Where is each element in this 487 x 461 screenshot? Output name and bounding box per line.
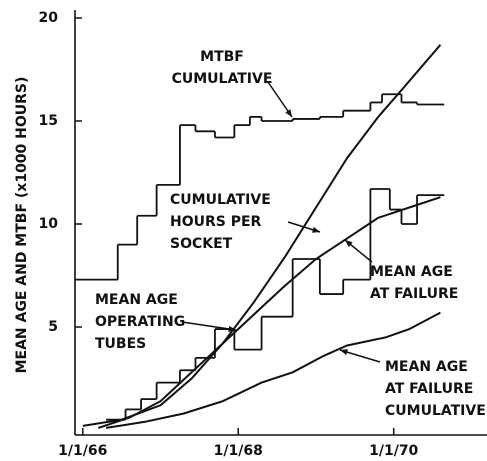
series-label: MEAN AGE bbox=[385, 359, 468, 375]
series-label: CUMULATIVE bbox=[172, 71, 273, 87]
series-label: HOURS PER bbox=[170, 214, 262, 230]
arrow-head bbox=[345, 240, 353, 248]
x-tick-label: 1/1/70 bbox=[369, 443, 418, 459]
x-tick-label: 1/1/66 bbox=[58, 443, 107, 459]
series-label: AT FAILURE bbox=[370, 286, 458, 302]
x-tick-label: 1/1/68 bbox=[214, 443, 263, 459]
arrow-head bbox=[228, 325, 236, 333]
line bbox=[105, 311, 441, 429]
label-arrow bbox=[181, 321, 237, 331]
y-axis-title: MEAN AGE AND MTBF (x1000 HOURS) bbox=[14, 77, 30, 374]
y-tick-label: 15 bbox=[39, 113, 58, 129]
y-tick-label: 10 bbox=[39, 216, 59, 232]
series-label: MEAN AGE bbox=[370, 264, 453, 280]
y-tick-label: 20 bbox=[39, 10, 59, 26]
series-label: OPERATING bbox=[95, 314, 185, 330]
series-label: TUBES bbox=[95, 336, 146, 352]
arrow-head bbox=[340, 349, 348, 356]
series-label: CUMULATIVE bbox=[170, 192, 271, 208]
line bbox=[97, 196, 441, 429]
arrow-head bbox=[312, 226, 320, 233]
y-tick-label: 5 bbox=[48, 319, 58, 335]
arrow-head bbox=[285, 109, 292, 117]
series-label: MTBF bbox=[200, 49, 244, 65]
series-label: CUMULATIVE bbox=[385, 403, 486, 419]
line bbox=[82, 44, 442, 427]
series-label: MEAN AGE bbox=[95, 292, 178, 308]
series-label: SOCKET bbox=[170, 236, 233, 252]
series-label: AT FAILURE bbox=[385, 381, 473, 397]
